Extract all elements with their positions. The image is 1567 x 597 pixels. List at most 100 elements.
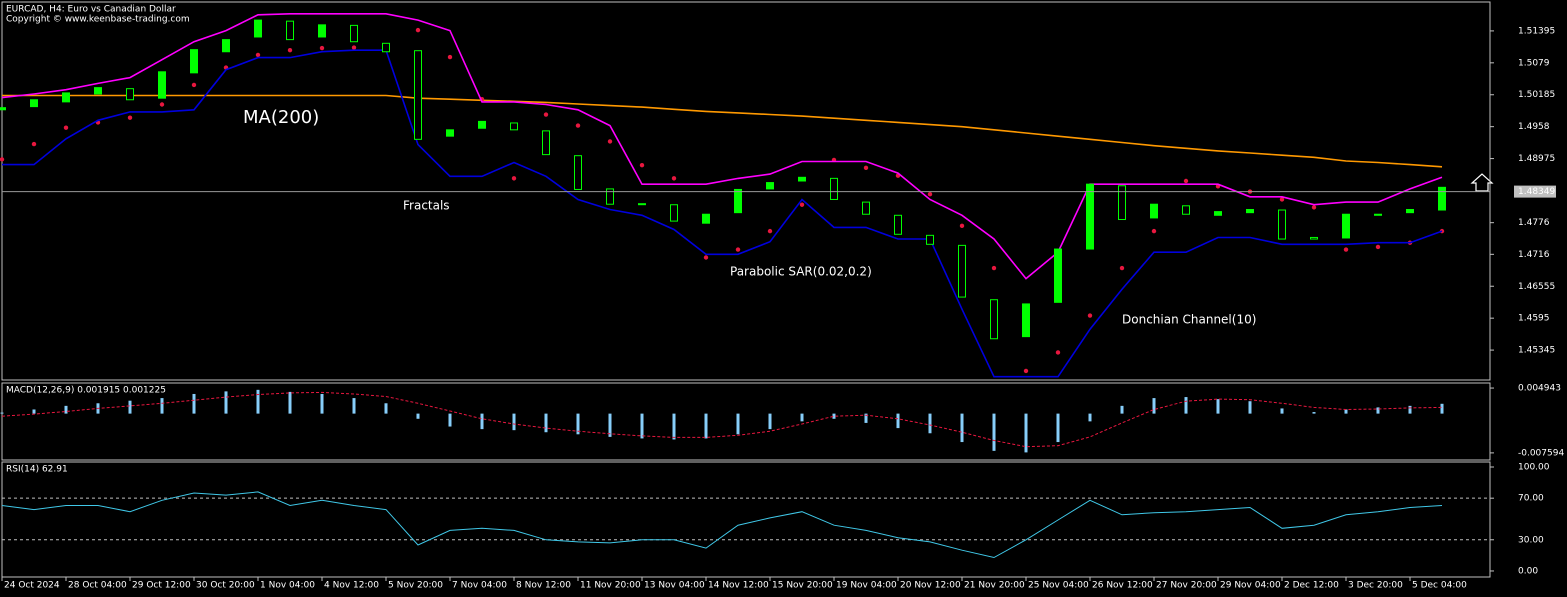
indicator-label: Parabolic SAR(0.02,0.2) (730, 265, 872, 279)
sar-dot (1151, 228, 1157, 234)
macd-bar (256, 389, 260, 414)
x-tick-label: 4 Nov 12:00 (324, 581, 379, 591)
x-tick-label: 25 Nov 04:00 (1028, 581, 1089, 591)
sar-dot (0, 157, 5, 162)
macd-bar (992, 413, 996, 451)
y-tick-label: 1.50185 (1518, 90, 1555, 100)
macd-bar (704, 413, 708, 439)
macd-bar (576, 413, 580, 435)
candle (1342, 213, 1350, 239)
x-tick-label: 8 Nov 12:00 (516, 581, 571, 591)
candle (1150, 203, 1158, 219)
macd-bar (736, 413, 740, 435)
ma-line (2, 94, 1443, 168)
candle (1086, 183, 1094, 250)
x-tick-label: 29 Nov 04:00 (1220, 581, 1281, 591)
candle (1246, 208, 1254, 214)
y-tick-label: 1.51395 (1518, 26, 1555, 36)
sar-dot (735, 247, 741, 252)
candle (190, 49, 198, 74)
macd-bar (320, 393, 324, 414)
y-tick-label: 0.004943 (1518, 384, 1561, 394)
macd-bar (352, 398, 356, 414)
sar-dot (703, 255, 709, 260)
macd-bar (288, 391, 292, 414)
panel-frame (1, 1, 1491, 381)
panel-frame (1, 382, 1491, 461)
candle (126, 88, 134, 101)
x-tick-label: 28 Oct 04:00 (68, 581, 127, 591)
candle (318, 24, 326, 38)
current-price-label: 1.48349 (1518, 187, 1555, 197)
y-tick-label: -0.007594 (1518, 448, 1564, 458)
candle (1310, 236, 1318, 240)
sar-dot (415, 27, 421, 33)
macd-bar (672, 413, 676, 440)
macd-bar (1248, 401, 1252, 414)
candle (702, 213, 710, 224)
macd-bar (640, 413, 644, 439)
macd-bar (928, 413, 932, 434)
macd-bar (1056, 413, 1060, 443)
candle (158, 71, 166, 99)
macd-bar (480, 413, 484, 430)
macd-bar (1280, 408, 1284, 414)
candle (0, 107, 6, 111)
x-tick-label: 1 Nov 04:00 (260, 581, 315, 591)
candle (510, 122, 518, 131)
sar-dot (959, 223, 965, 229)
sar-dot (639, 162, 645, 168)
candle (478, 120, 486, 129)
x-tick-label: 20 Nov 12:00 (900, 581, 961, 591)
macd-bar (160, 398, 164, 414)
sar-dot (863, 165, 869, 171)
current-price-box (1514, 185, 1556, 198)
candle (286, 20, 294, 41)
candle (62, 92, 70, 103)
candle (382, 42, 390, 53)
macd-bar (608, 413, 612, 437)
x-tick-label: 13 Nov 04:00 (644, 581, 705, 591)
x-tick-label: 27 Nov 20:00 (1156, 581, 1217, 591)
buy-arrow-icon (1470, 173, 1494, 192)
x-tick-label: 3 Dec 20:00 (1348, 581, 1403, 591)
macd-bar (960, 413, 964, 443)
macd-bar (1312, 412, 1316, 414)
y-tick-label: 1.4776 (1518, 218, 1550, 228)
y-tick-label: 1.48975 (1518, 154, 1555, 164)
candle (958, 244, 966, 298)
macd-bar (1120, 405, 1124, 414)
candle (1022, 303, 1030, 338)
chart-subtitle: Copyright © www.keenbase-trading.com (6, 15, 190, 25)
macd-bar (1216, 399, 1220, 414)
sar-dot (991, 265, 997, 271)
sar-dot (255, 52, 261, 58)
macd-bar (448, 413, 452, 427)
indicator-label: MA(200) (243, 107, 319, 128)
sar-dot (127, 115, 133, 120)
candle (990, 299, 998, 340)
y-tick-label: 30.00 (1518, 535, 1544, 545)
candle (670, 204, 678, 222)
macd-bar (0, 412, 4, 414)
candle (1054, 248, 1062, 303)
macd-bar (1184, 397, 1188, 414)
candle (798, 176, 806, 182)
candle (862, 201, 870, 215)
x-tick-label: 5 Dec 04:00 (1412, 581, 1467, 591)
candle (1214, 211, 1222, 216)
macd-bar (768, 413, 772, 430)
candle (94, 87, 102, 95)
sar-dot (575, 123, 581, 128)
x-tick-label: 14 Nov 12:00 (708, 581, 769, 591)
candle (254, 19, 262, 38)
sar-dot (1375, 244, 1381, 250)
candle (766, 182, 774, 190)
candle (926, 234, 934, 245)
macd-bar (1088, 413, 1092, 422)
sar-dot (511, 176, 517, 181)
y-tick-label: 0.00 (1518, 566, 1538, 576)
macd-bar (416, 413, 420, 419)
sar-dot (1311, 205, 1317, 210)
